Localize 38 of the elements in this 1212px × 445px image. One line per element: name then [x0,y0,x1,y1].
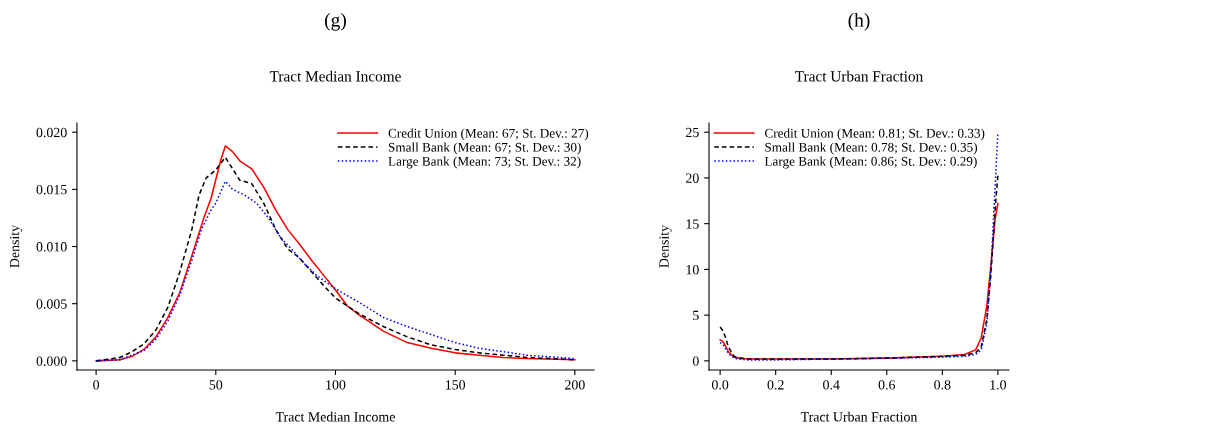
y-tick-label: 15 [686,219,699,229]
y-tick-label: 5 [693,310,699,321]
x-tick-label: 0.4 [823,380,840,390]
legend-label: Large Bank (Mean: 0.86; St. Dev.: 0.29) [764,156,977,169]
x-tick-label: 0.0 [711,380,729,390]
legend-label: Credit Union (Mean: 0.81; St. Dev.: 0.33) [764,128,985,141]
x-tick-label: 50 [209,380,223,390]
y-tick-label: 10 [686,264,699,275]
legend-label: Large Bank (Mean: 73; St. Dev.: 32) [388,156,581,169]
y-tick-label: 0.000 [36,356,67,366]
text: (h) [848,12,870,31]
chart-title: Tract Median Income [269,70,401,82]
y-tick-label: 25 [686,127,699,138]
y-tick-label: 0 [692,356,699,366]
x-tick-label: 150 [445,380,466,390]
y-tick-label: 0.005 [36,299,67,309]
legend-label: Small Bank (Mean: 67; St. Dev.: 30) [388,142,581,155]
x-tick-label: 100 [326,380,346,390]
x-tick-label: 200 [565,380,585,390]
x-tick-label: 0.6 [878,380,896,390]
x-tick-label: 0.8 [934,380,951,390]
x-tick-label: 0 [93,380,100,390]
y-tick-label: 0.015 [36,184,67,195]
x-tick-label: 1.0 [990,380,1007,390]
y-tick-label: 0.010 [36,242,67,252]
legend-label: Small Bank (Mean: 0.78; St. Dev.: 0.35) [765,142,978,155]
y-tick-label: 0.020 [36,127,67,138]
y-axis-title: Density [659,224,672,268]
x-tick-label: 0.2 [767,380,784,390]
line-series [719,174,999,360]
line-series [719,202,999,360]
y-axis-title: Density [9,224,23,268]
x-axis-title: Tract Median Income [275,411,395,422]
text: (g) [325,12,346,31]
chart-title: Tract Urban Fraction [795,70,923,82]
legend-label: Credit Union (Mean: 67; St. Dev.: 27) [388,128,589,141]
y-tick-label: 20 [686,173,699,183]
x-axis-title: Tract Urban Fraction [800,411,918,422]
